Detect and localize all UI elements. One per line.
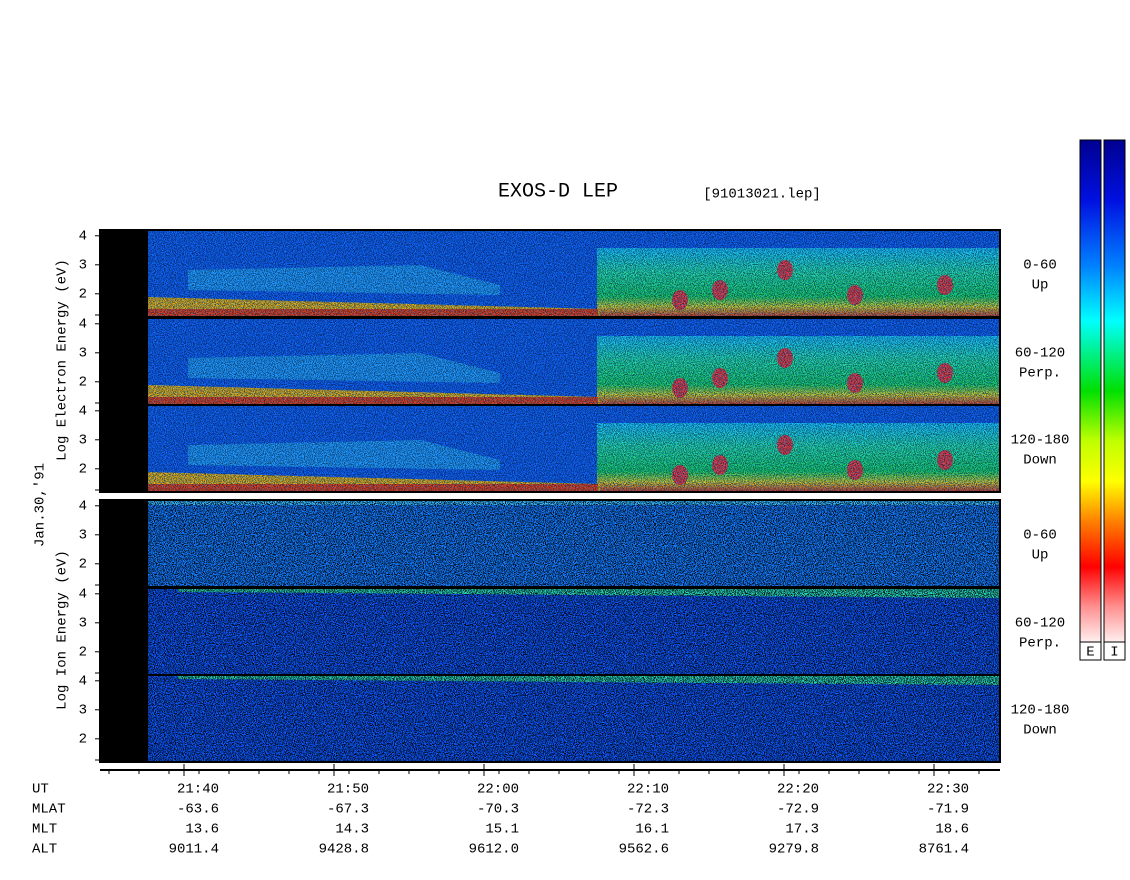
specks — [148, 588, 1000, 675]
direction: Perp. — [1019, 366, 1061, 382]
blank-strip — [100, 588, 148, 675]
row-value: 9279.8 — [769, 842, 819, 858]
ut-label: 21:40 — [177, 782, 219, 798]
y-tick-label: 2 — [79, 645, 87, 661]
y-tick-label: 3 — [79, 433, 87, 449]
row-value: -70.3 — [477, 802, 519, 818]
colorbar-label: I — [1110, 645, 1118, 661]
y-tick-label: 2 — [79, 732, 87, 748]
specks — [148, 675, 1000, 762]
y-tick-label: 3 — [79, 703, 87, 719]
row-value: 8761.4 — [919, 842, 969, 858]
row-value: -71.9 — [927, 802, 969, 818]
row-value: 18.6 — [935, 822, 969, 838]
specks — [148, 318, 1000, 405]
y-tick-label: 2 — [79, 462, 87, 478]
row-label: MLT — [32, 822, 57, 838]
row-value: 14.3 — [335, 822, 369, 838]
y-tick-label: 2 — [79, 557, 87, 573]
pitch-angle: 60-120 — [1015, 616, 1065, 632]
blank-strip — [100, 405, 148, 492]
colorbar-label: E — [1086, 645, 1094, 661]
direction: Down — [1023, 453, 1057, 469]
colorbar-label-box — [1079, 641, 1102, 661]
date-label: Jan.30,'91 — [33, 463, 49, 547]
pitch-angle: 120-180 — [1011, 433, 1070, 449]
ion-axis-label: Log Ion Energy (eV) — [55, 550, 71, 710]
colorbar — [1079, 139, 1102, 643]
colorbar-label-box — [1103, 641, 1126, 661]
y-tick-label: 3 — [79, 616, 87, 632]
plots: 2 3 4 0-60 Up 2 3 4 60-120 Perp. 2 3 4 120-180 Down 2 3 4… — [79, 229, 1070, 763]
pitch-angle: 0-60 — [1023, 528, 1057, 544]
row-label: MLAT — [32, 802, 66, 818]
y-tick-label: 4 — [79, 587, 87, 603]
row-value: 9612.0 — [469, 842, 519, 858]
row-value: 17.3 — [785, 822, 819, 838]
y-tick-label: 4 — [79, 229, 87, 245]
direction: Perp. — [1019, 636, 1061, 652]
row-value: 13.6 — [185, 822, 219, 838]
row-value: -72.9 — [777, 802, 819, 818]
row-label: UT — [32, 782, 49, 798]
ut-label: 22:20 — [777, 782, 819, 798]
title: EXOS-D LEP — [498, 180, 618, 203]
pitch-angle: 60-120 — [1015, 346, 1065, 362]
ut-label: 22:00 — [477, 782, 519, 798]
y-tick-label: 4 — [79, 674, 87, 690]
row-value: 15.1 — [485, 822, 519, 838]
blank-strip — [100, 230, 148, 317]
pitch-angle: 120-180 — [1011, 703, 1070, 719]
row-value: -72.3 — [627, 802, 669, 818]
row-value: 9011.4 — [169, 842, 219, 858]
panel-frame — [99, 674, 1001, 763]
row-label: ALT — [32, 842, 57, 858]
ut-label: 22:30 — [927, 782, 969, 798]
pitch-angle: 0-60 — [1023, 258, 1057, 274]
row-value: -63.6 — [177, 802, 219, 818]
specks — [148, 405, 1000, 492]
y-tick-label: 4 — [79, 404, 87, 420]
row-value: -67.3 — [327, 802, 369, 818]
direction: Up — [1032, 548, 1049, 564]
row-value: 16.1 — [635, 822, 669, 838]
colorbar — [1103, 139, 1126, 643]
direction: Down — [1023, 723, 1057, 739]
blank-strip — [100, 500, 148, 587]
row-value: 9428.8 — [319, 842, 369, 858]
y-tick-label: 3 — [79, 346, 87, 362]
electron-axis-label: Log Electron Energy (eV) — [55, 259, 71, 461]
blank-strip — [100, 675, 148, 762]
ut-label: 22:10 — [627, 782, 669, 798]
blank-strip — [100, 318, 148, 405]
y-tick-label: 2 — [79, 287, 87, 303]
row-value: 9562.6 — [619, 842, 669, 858]
y-tick-label: 4 — [79, 499, 87, 515]
y-tick-label: 2 — [79, 375, 87, 391]
y-tick-label: 3 — [79, 258, 87, 274]
y-tick-label: 3 — [79, 528, 87, 544]
specks — [148, 500, 1000, 587]
panel-frame — [99, 404, 1001, 493]
file-name: [91013021.lep] — [703, 187, 821, 203]
y-tick-label: 4 — [79, 317, 87, 333]
specks — [148, 230, 1000, 317]
ut-label: 21:50 — [327, 782, 369, 798]
direction: Up — [1032, 278, 1049, 294]
